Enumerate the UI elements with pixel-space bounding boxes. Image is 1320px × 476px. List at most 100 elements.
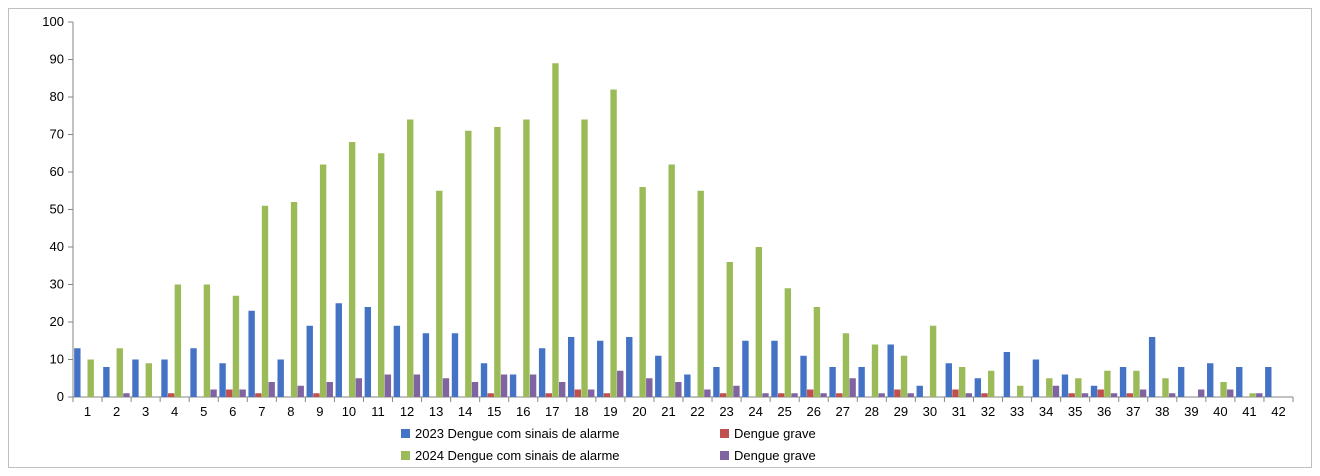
bar-series-4 (471, 382, 479, 397)
bar-series-1 (1177, 367, 1185, 397)
y-tick-label: 90 (50, 52, 64, 67)
bar-series-1 (1119, 367, 1127, 397)
bar-series-1 (1061, 374, 1069, 397)
bar-series-3 (784, 288, 792, 397)
bar-series-4 (210, 389, 217, 397)
bar-series-3 (1104, 370, 1111, 397)
bar-series-2 (719, 393, 727, 397)
bar-series-3 (523, 119, 530, 397)
bar-series-2 (952, 389, 959, 397)
bar-series-1 (567, 337, 575, 397)
x-tick-label: 10 (342, 404, 356, 419)
x-tick-label: 4 (171, 404, 178, 419)
bar-series-1 (771, 340, 778, 397)
bar-series-1 (1265, 367, 1272, 397)
bar-series-1 (1090, 385, 1098, 397)
bar-series-4 (413, 374, 421, 397)
x-tick-label: 18 (574, 404, 588, 419)
x-tick-label: 12 (400, 404, 414, 419)
bar-series-3 (465, 130, 472, 397)
bar-series-4 (762, 393, 769, 397)
bar-series-3 (755, 247, 762, 397)
bar-series-3 (261, 205, 269, 397)
x-tick-label: 26 (806, 404, 820, 419)
bar-series-1 (1003, 352, 1011, 397)
bar-series-1 (974, 378, 982, 397)
bar-series-1 (509, 374, 517, 397)
bar-series-1 (190, 348, 197, 397)
x-tick-label: 32 (981, 404, 995, 419)
bar-series-1 (132, 359, 139, 397)
bar-series-4 (849, 378, 856, 397)
x-tick-label: 40 (1213, 404, 1227, 419)
bar-series-2 (1068, 393, 1075, 397)
bar-series-2 (313, 393, 320, 397)
legend-label-2: Dengue grave (734, 426, 816, 441)
bar-series-2 (255, 393, 262, 397)
bar-series-1 (480, 363, 488, 397)
bar-series-1 (655, 355, 662, 397)
x-tick-label: 9 (316, 404, 323, 419)
legend-swatch-3 (401, 451, 410, 460)
bar-series-3 (958, 367, 966, 397)
x-tick-label: 30 (923, 404, 937, 419)
x-tick-label: 16 (516, 404, 530, 419)
bar-series-4 (617, 370, 624, 397)
x-tick-label: 36 (1097, 404, 1111, 419)
x-tick-label: 34 (1039, 404, 1053, 419)
bar-series-2 (1126, 393, 1133, 397)
bar-series-2 (1097, 389, 1104, 397)
bar-series-3 (726, 262, 733, 397)
x-tick-label: 27 (836, 404, 850, 419)
bar-series-4 (1081, 393, 1089, 397)
bar-series-3 (988, 370, 995, 397)
bar-series-1 (538, 348, 546, 397)
x-tick-label: 31 (952, 404, 966, 419)
bar-series-3 (1133, 370, 1140, 397)
bar-series-4 (646, 378, 653, 397)
bar-series-3 (639, 187, 646, 397)
x-tick-label: 39 (1184, 404, 1198, 419)
bar-series-2 (894, 389, 901, 397)
bar-series-2 (487, 393, 494, 397)
bar-series-1 (742, 340, 749, 397)
bar-series-1 (161, 359, 168, 397)
bar-series-2 (777, 393, 785, 397)
bar-series-3 (1075, 378, 1082, 397)
bar-series-1 (103, 367, 110, 397)
x-tick-label: 6 (229, 404, 236, 419)
bar-series-3 (871, 344, 879, 397)
bar-series-4 (733, 385, 740, 397)
y-tick-label: 60 (50, 164, 64, 179)
bar-series-3 (552, 63, 559, 397)
x-tick-label: 11 (371, 404, 385, 419)
x-tick-label: 17 (545, 404, 559, 419)
bar-series-1 (364, 307, 372, 397)
x-tick-label: 5 (200, 404, 207, 419)
bar-series-4 (675, 382, 682, 397)
bar-series-1 (1032, 359, 1040, 397)
x-tick-label: 24 (748, 404, 762, 419)
bar-series-4 (355, 378, 363, 397)
bar-series-4 (123, 393, 130, 397)
bar-series-4 (1198, 389, 1205, 397)
x-tick-label: 1 (84, 404, 91, 419)
bar-series-4 (558, 382, 566, 397)
bar-series-4 (442, 378, 450, 397)
x-tick-label: 25 (777, 404, 791, 419)
y-tick-label: 50 (50, 202, 64, 217)
bar-series-4 (878, 393, 885, 397)
bar-series-3 (145, 363, 152, 397)
bar-series-4 (1139, 389, 1147, 397)
bar-series-4 (1168, 393, 1176, 397)
bar-series-1 (800, 355, 807, 397)
bar-series-2 (981, 393, 988, 397)
bar-series-3 (668, 164, 675, 397)
bar-series-4 (1227, 389, 1234, 397)
y-tick-label: 30 (50, 277, 64, 292)
bar-series-4 (500, 374, 508, 397)
y-tick-label: 100 (42, 14, 64, 29)
bar-series-4 (965, 393, 973, 397)
bar-series-4 (704, 389, 711, 397)
